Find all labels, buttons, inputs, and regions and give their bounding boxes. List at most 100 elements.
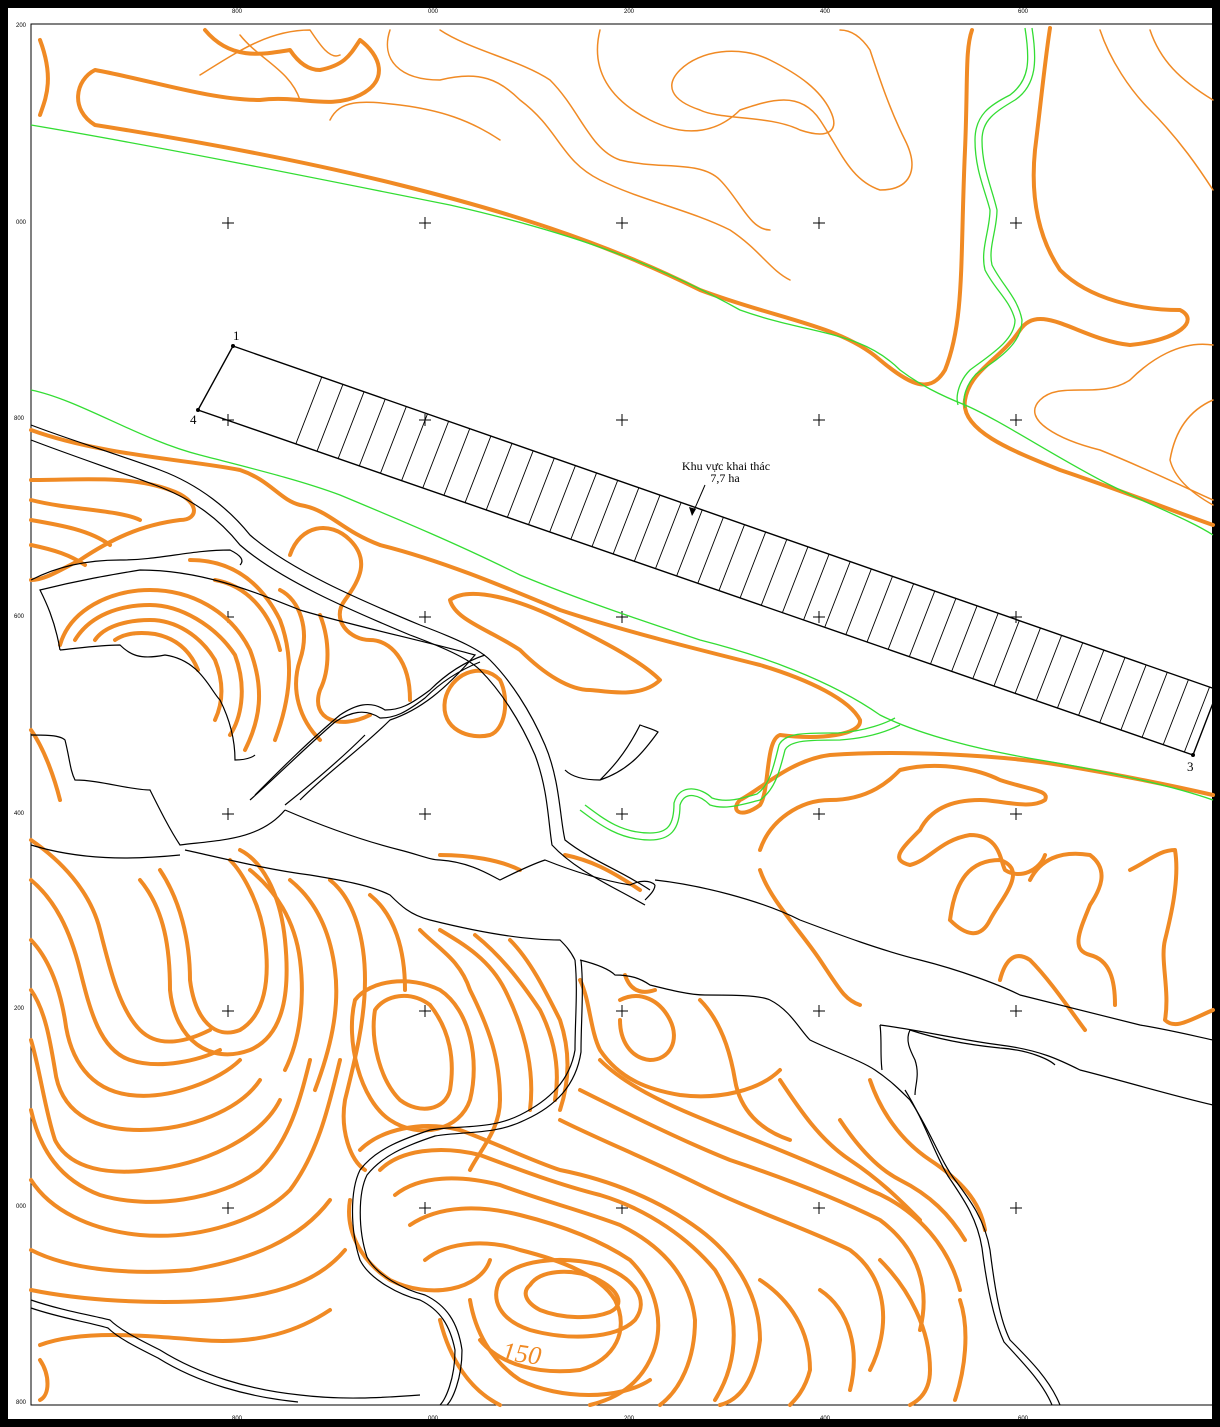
contour-index-line [998,954,1087,1032]
area-size-label: 7,7 ha [710,471,740,485]
contour-line [671,50,835,135]
hatch-line [437,346,629,755]
area-label: Khu vực khai thác [682,459,770,473]
contour-index-line [623,973,657,994]
grid-label-bottom: 800 [232,1416,243,1422]
grid-label-left: 600 [14,614,25,620]
grid-label-bottom: 600 [1018,1416,1029,1422]
contour-index-line [350,979,476,1133]
hatch-line [198,346,365,755]
hatch-line [1037,346,1218,755]
hatch-line [1013,346,1205,755]
contour-index-line [358,1124,762,1407]
contour-index-line [438,853,522,872]
road-line [59,644,256,761]
contour-index-line [29,518,112,547]
contour-index-line [578,1088,926,1332]
contour-index-line [29,938,242,1098]
grid-crosses [222,217,1022,1214]
area-leader-arrow [689,507,696,516]
contour-line [386,29,791,281]
grid-label-left: 200 [14,1006,25,1012]
hatch-line [461,346,653,755]
stream-double-line [956,27,1029,406]
hatch-line [653,346,845,755]
contour-line [1149,29,1214,101]
contour-index-line [316,613,372,724]
hatch-line [917,346,1109,755]
contour-index-line [558,1118,886,1372]
road-line [359,959,583,1406]
hatch-line [1157,346,1218,755]
contour-index-line [758,763,1048,876]
contour-index-line [438,928,534,1112]
contour-index-line [1128,848,1215,1027]
contour-line [596,29,913,191]
contour-index-line [188,558,292,742]
stream-double-line [963,27,1036,409]
contour-index-line [248,868,304,1072]
contour-index-line [758,1278,812,1407]
contour-index-line [38,1308,332,1347]
road-line [284,734,366,806]
hatch-line [317,346,509,755]
hatch-line [221,346,413,755]
mining-area-boundary [196,345,1219,756]
hatch-line [413,346,605,755]
contour-index-line [378,1148,736,1402]
contour-index-line [598,1058,962,1292]
contour-index-line [423,1241,623,1374]
vertex-marker [1191,753,1195,757]
road-line [30,844,181,859]
contour-index-line [953,1298,968,1402]
contour-index-line [29,988,262,1132]
contour-index-line [38,1358,50,1402]
hatch-line [389,346,581,755]
vertex-marker [196,408,200,412]
contour-index-line [948,858,1015,936]
contour-index-line [508,938,570,1112]
contour-index-line [473,933,559,1102]
stream-line [30,124,1214,536]
hatch-line [365,346,557,755]
road-line [30,1299,421,1399]
road-line [184,849,576,961]
road-line [879,1024,883,1071]
hatch-line [245,346,437,755]
contour-index-line [278,588,322,742]
grid-label-left: 000 [16,220,27,226]
hatch-line [1109,346,1218,755]
grid-label-top: 800 [232,9,243,15]
contour-index-line [438,1318,502,1407]
road-line [39,569,477,801]
road-line [249,661,481,801]
contour-index-line [138,848,289,1057]
hatch-line [605,346,797,755]
contour-index-line [523,1269,621,1320]
road-line [907,1029,918,1096]
hatch-line [1085,346,1218,755]
road-line [439,859,656,886]
hatch-line [629,346,821,755]
contour-index-line [838,1118,967,1242]
streams [30,27,1214,841]
contour-index-line [29,543,87,567]
stream-line [30,389,1214,801]
contour-line [1033,343,1214,501]
road-line [644,884,656,901]
road-line [654,879,1214,1041]
hatch-line [557,346,749,755]
contour-index-line [29,1058,342,1238]
hatch-line [821,346,1013,755]
hatch-line [269,346,461,755]
grid-label-top: 200 [624,9,635,15]
contour-line [1099,29,1214,191]
contour-index-line [578,978,782,1099]
hatch-line [701,346,893,755]
contour-index-line [29,1248,347,1304]
road-line [879,1024,1214,1106]
hatch-line [797,346,989,755]
road-line [284,809,441,861]
